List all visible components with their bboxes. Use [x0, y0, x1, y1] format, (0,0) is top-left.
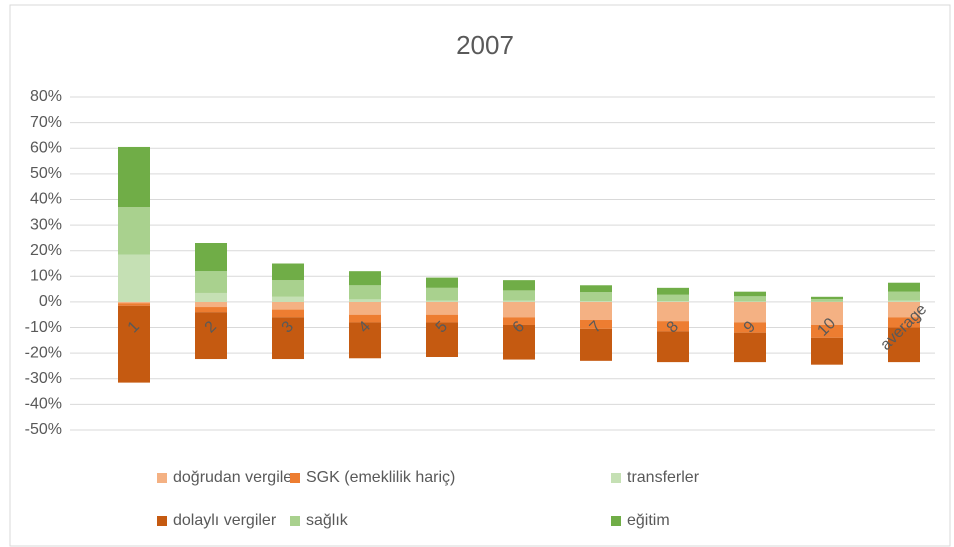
legend-swatch: [611, 516, 621, 526]
y-tick-label: -50%: [25, 421, 62, 438]
bar-segment: [272, 309, 304, 318]
y-tick-label: -20%: [25, 344, 62, 361]
bar-segment: [811, 337, 843, 365]
legend-label: eğitim: [627, 512, 670, 529]
bar-segment: [503, 300, 535, 302]
y-tick-label: 70%: [30, 114, 62, 131]
bar-segment: [195, 271, 227, 293]
y-tick-label: 10%: [30, 268, 62, 285]
y-tick-label: 60%: [30, 139, 62, 156]
bar-segment: [118, 207, 150, 255]
bar-segment: [811, 324, 843, 338]
bar-segment: [426, 277, 458, 288]
bar-segment: [272, 280, 304, 297]
legend-label: sağlık: [306, 512, 349, 529]
legend-label: transferler: [627, 469, 700, 486]
bar-segment: [503, 317, 535, 325]
bar-segment: [118, 305, 150, 383]
bar-segment: [349, 271, 381, 286]
bar-segment: [118, 254, 150, 302]
bar-segment: [426, 300, 458, 302]
bar-segment: [811, 296, 843, 300]
y-tick-label: 20%: [30, 242, 62, 259]
bar-segment: [657, 321, 689, 332]
bar-segment: [272, 301, 304, 310]
y-tick-label: 40%: [30, 191, 62, 208]
legend-swatch: [290, 473, 300, 483]
bar-segment: [503, 280, 535, 291]
bar-segment: [657, 287, 689, 295]
bar-segment: [118, 303, 150, 306]
bar-segment: [503, 290, 535, 301]
bar-segment: [888, 291, 920, 301]
bar-segment: [734, 291, 766, 297]
y-tick-label: -30%: [25, 370, 62, 387]
bar-segment: [811, 301, 843, 325]
legend-swatch: [611, 473, 621, 483]
bar-segment: [349, 299, 381, 302]
bar-segment: [272, 317, 304, 360]
bar-segment: [657, 301, 689, 302]
bar-segment: [734, 322, 766, 333]
bar-segment: [349, 314, 381, 323]
bar-segment: [657, 331, 689, 363]
bar-segment: [580, 285, 612, 293]
y-tick-label: -40%: [25, 396, 62, 413]
bar-segment: [734, 301, 766, 302]
bar-segment: [888, 327, 920, 363]
legend-swatch: [157, 473, 167, 483]
bar-segment: [503, 301, 535, 318]
bar-segment: [888, 300, 920, 302]
bar-segment: [195, 243, 227, 272]
bar-segment: [734, 332, 766, 363]
bar-segment: [888, 282, 920, 292]
bar-segment: [349, 322, 381, 359]
bar-segment: [349, 301, 381, 315]
y-tick-label: 0%: [39, 293, 62, 310]
bar-segment: [580, 292, 612, 302]
bar-segment: [580, 301, 612, 302]
chart-border: [9, 4, 951, 547]
bar-segment: [888, 301, 920, 318]
legend-label: SGK (emeklilik hariç): [306, 469, 455, 486]
bar-segment: [657, 294, 689, 302]
bar-segment: [580, 328, 612, 361]
bar-segment: [349, 285, 381, 300]
bar-segment: [426, 287, 458, 301]
bar-segment: [426, 322, 458, 357]
bar-segment: [580, 301, 612, 320]
legend-swatch: [290, 516, 300, 526]
bar-segment: [118, 301, 150, 304]
bar-segment: [734, 296, 766, 302]
legend-swatch: [157, 516, 167, 526]
bar-segment: [195, 292, 227, 302]
bar-segment: [272, 263, 304, 281]
legend-label: dolaylı vergiler: [173, 512, 277, 529]
bar-segment: [580, 319, 612, 329]
bar-segment: [734, 301, 766, 323]
y-tick-label: 50%: [30, 165, 62, 182]
y-tick-label: -10%: [25, 319, 62, 336]
bar-segment: [195, 307, 227, 313]
y-tick-label: 80%: [30, 88, 62, 105]
bar-segment: [272, 296, 304, 302]
bar-segment: [426, 314, 458, 323]
bar-segment: [195, 312, 227, 360]
bar-segment: [503, 324, 535, 360]
y-tick-label: 30%: [30, 216, 62, 233]
bar-segment: [426, 301, 458, 315]
legend-label: doğrudan vergiler: [173, 469, 298, 486]
bar-segment: [811, 299, 843, 302]
bar-segment: [118, 146, 150, 208]
chart-title: 2007: [456, 30, 514, 60]
bar-segment: [657, 301, 689, 322]
bar-segment: [195, 301, 227, 308]
bar-segment: [888, 317, 920, 328]
